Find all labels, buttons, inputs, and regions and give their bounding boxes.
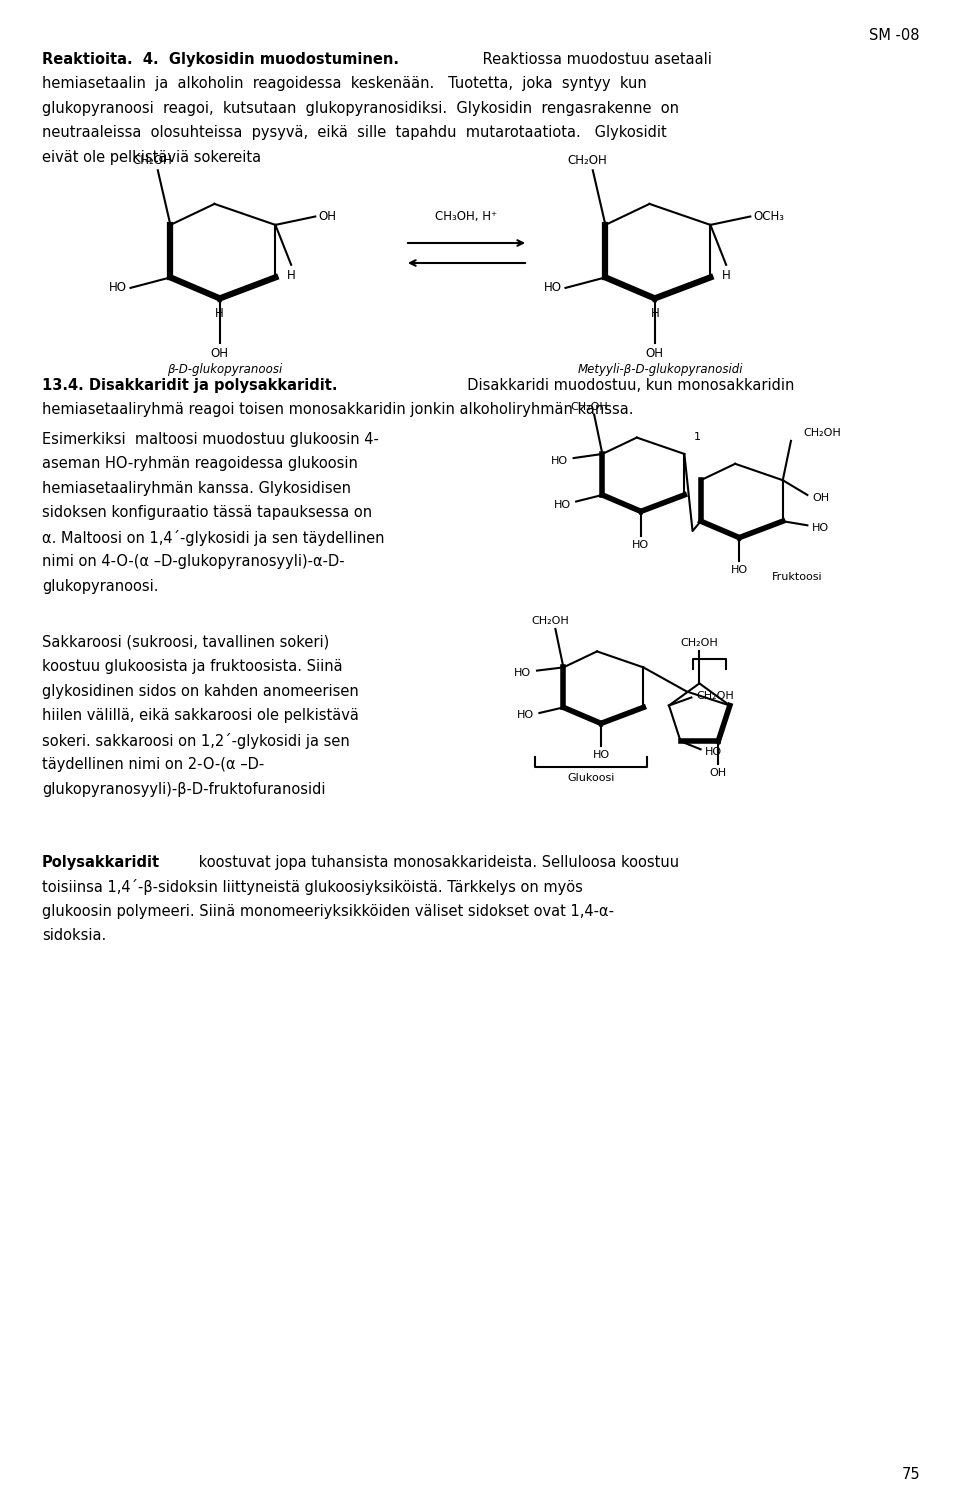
Text: HO: HO: [812, 522, 829, 533]
Text: Metyyli-β-D-glukopyranosidi: Metyyli-β-D-glukopyranosidi: [577, 364, 743, 376]
Text: HO: HO: [551, 456, 568, 465]
Text: koostuu glukoosista ja fruktoosista. Siinä: koostuu glukoosista ja fruktoosista. Sii…: [42, 660, 343, 675]
Text: CH₂OH: CH₂OH: [803, 427, 841, 438]
Text: hemiasetaaliryhmän kanssa. Glykosidisen: hemiasetaaliryhmän kanssa. Glykosidisen: [42, 482, 351, 495]
Text: SM -08: SM -08: [870, 29, 920, 42]
Text: täydellinen nimi on 2-O-(α –D-: täydellinen nimi on 2-O-(α –D-: [42, 758, 264, 773]
Text: HO: HO: [516, 710, 534, 720]
Text: neutraaleissa  olosuhteissa  pysyvä,  eikä  sille  tapahdu  mutarotaatiota.   Gl: neutraaleissa olosuhteissa pysyvä, eikä …: [42, 125, 667, 140]
Text: hiilen välillä, eikä sakkaroosi ole pelkistävä: hiilen välillä, eikä sakkaroosi ole pelk…: [42, 708, 359, 723]
Text: Sakkaroosi (sukroosi, tavallinen sokeri): Sakkaroosi (sukroosi, tavallinen sokeri): [42, 636, 329, 649]
Text: OH: OH: [319, 210, 336, 223]
Text: HO: HO: [633, 541, 650, 550]
Text: β-D-glukopyranoosi: β-D-glukopyranoosi: [167, 364, 282, 376]
Text: glukopyranosyyli)-β-D-fruktofuranosidi: glukopyranosyyli)-β-D-fruktofuranosidi: [42, 782, 325, 797]
Text: H: H: [287, 269, 296, 282]
Text: eivät ole pelkistäviä sokereita: eivät ole pelkistäviä sokereita: [42, 149, 261, 165]
Text: HO: HO: [109, 281, 128, 294]
Text: CH₂OH: CH₂OH: [570, 402, 608, 412]
Text: OCH₃: OCH₃: [754, 210, 784, 223]
Text: Fruktoosi: Fruktoosi: [772, 572, 823, 581]
Text: Glukoosi: Glukoosi: [567, 773, 615, 784]
Text: hemiasetaalin  ja  alkoholin  reagoidessa  keskenään.   Tuotetta,  joka  syntyy : hemiasetaalin ja alkoholin reagoidessa k…: [42, 77, 647, 92]
Text: HO: HO: [515, 667, 532, 678]
Text: hemiasetaaliryhmä reagoi toisen monosakkaridin jonkin alkoholiryhmän kanssa.: hemiasetaaliryhmä reagoi toisen monosakk…: [42, 403, 634, 417]
Text: CH₂OH: CH₂OH: [567, 154, 608, 168]
Text: Disakkaridi muodostuu, kun monosakkaridin: Disakkaridi muodostuu, kun monosakkaridi…: [458, 378, 794, 393]
Text: OH: OH: [812, 494, 829, 503]
Text: nimi on 4-O-(α –D-glukopyranosyyli)-α-D-: nimi on 4-O-(α –D-glukopyranosyyli)-α-D-: [42, 554, 345, 569]
Text: H: H: [215, 307, 224, 320]
Text: glukopyranoosi  reagoi,  kutsutaan  glukopyranosidiksi.  Glykosidin  rengasraken: glukopyranoosi reagoi, kutsutaan glukopy…: [42, 101, 679, 116]
Text: glukoosin polymeeri. Siinä monomeeriyksikköiden väliset sidokset ovat 1,4-α-: glukoosin polymeeri. Siinä monomeeriyksi…: [42, 904, 614, 920]
Text: CH₂OH: CH₂OH: [132, 154, 173, 168]
Text: OH: OH: [646, 347, 663, 359]
Text: HO: HO: [731, 565, 748, 575]
Text: glukopyranoosi.: glukopyranoosi.: [42, 578, 158, 593]
Text: H: H: [650, 307, 660, 320]
Text: HO: HO: [544, 281, 563, 294]
Text: 75: 75: [901, 1468, 920, 1481]
Text: HO: HO: [554, 500, 571, 510]
Text: koostuvat jopa tuhansista monosakkarideista. Selluloosa koostuu: koostuvat jopa tuhansista monosakkaridei…: [194, 855, 679, 870]
Text: sokeri. sakkaroosi on 1,2´-glykosidi ja sen: sokeri. sakkaroosi on 1,2´-glykosidi ja …: [42, 732, 349, 749]
Text: Polysakkaridit: Polysakkaridit: [42, 855, 160, 870]
Text: α. Maltoosi on 1,4´-glykosidi ja sen täydellinen: α. Maltoosi on 1,4´-glykosidi ja sen täy…: [42, 530, 385, 547]
Text: Reaktiossa muodostuu asetaali: Reaktiossa muodostuu asetaali: [478, 51, 712, 66]
Text: toisiinsa 1,4´-β-sidoksin liittyneistä glukoosiyksiköistä. Tärkkelys on myös: toisiinsa 1,4´-β-sidoksin liittyneistä g…: [42, 879, 583, 895]
Text: OH: OH: [709, 767, 727, 778]
Text: HO: HO: [592, 750, 610, 760]
Text: glykosidinen sidos on kahden anomeerisen: glykosidinen sidos on kahden anomeerisen: [42, 684, 359, 699]
Text: OH: OH: [211, 347, 228, 359]
Text: CH₃OH, H⁺: CH₃OH, H⁺: [436, 210, 497, 223]
Text: sidoksia.: sidoksia.: [42, 929, 107, 944]
Text: CH₂OH: CH₂OH: [696, 692, 733, 701]
Text: sidoksen konfiguraatio tässä tapauksessa on: sidoksen konfiguraatio tässä tapauksessa…: [42, 506, 372, 521]
Text: CH₂OH: CH₂OH: [681, 639, 718, 648]
Text: Reaktioita.  4.  Glykosidin muodostuminen.: Reaktioita. 4. Glykosidin muodostuminen.: [42, 51, 399, 66]
Text: aseman HO-ryhmän reagoidessa glukoosin: aseman HO-ryhmän reagoidessa glukoosin: [42, 456, 358, 471]
Text: H: H: [722, 269, 731, 282]
Text: CH₂OH: CH₂OH: [532, 616, 569, 627]
Text: 13.4. Disakkaridit ja polysakkaridit.: 13.4. Disakkaridit ja polysakkaridit.: [42, 378, 338, 393]
Text: HO: HO: [705, 747, 722, 758]
Text: Esimerkiksi  maltoosi muodostuu glukoosin 4-: Esimerkiksi maltoosi muodostuu glukoosin…: [42, 432, 379, 447]
Text: 1: 1: [694, 432, 701, 441]
